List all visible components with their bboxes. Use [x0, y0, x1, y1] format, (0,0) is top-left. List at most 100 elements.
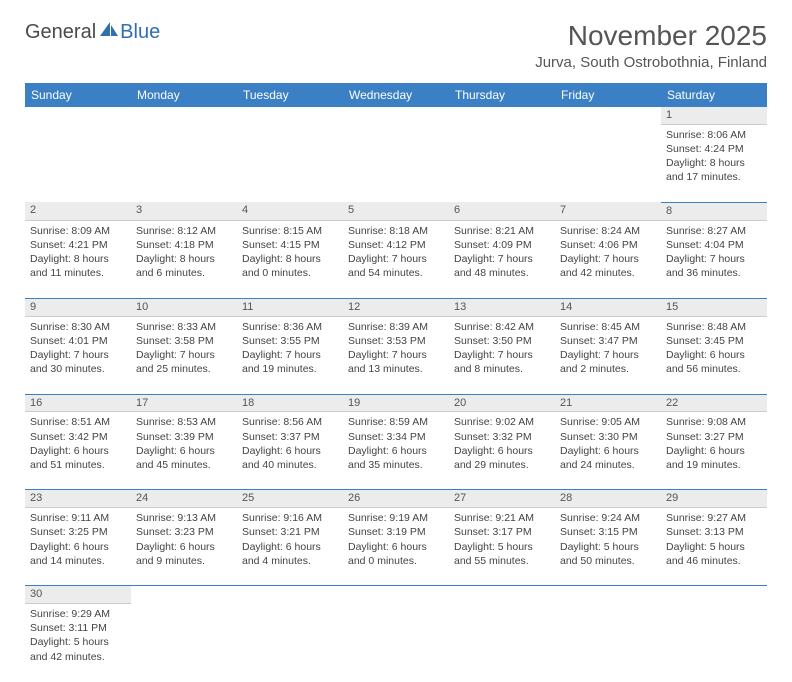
- daylight-line: Daylight: 5 hours and 42 minutes.: [30, 635, 126, 663]
- sunrise-line: Sunrise: 9:16 AM: [242, 511, 338, 525]
- day-number-cell: 25: [237, 490, 343, 508]
- sunrise-line: Sunrise: 9:24 AM: [560, 511, 656, 525]
- day-number-cell: 26: [343, 490, 449, 508]
- day-number-cell: [343, 586, 449, 604]
- day-number-cell: 12: [343, 298, 449, 316]
- day-content-cell: Sunrise: 9:11 AMSunset: 3:25 PMDaylight:…: [25, 508, 131, 586]
- day-content-cell: Sunrise: 9:08 AMSunset: 3:27 PMDaylight:…: [661, 412, 767, 490]
- daylight-line: Daylight: 6 hours and 14 minutes.: [30, 540, 126, 568]
- daylight-line: Daylight: 6 hours and 56 minutes.: [666, 348, 762, 376]
- sunset-line: Sunset: 3:30 PM: [560, 430, 656, 444]
- day-content-cell: Sunrise: 9:21 AMSunset: 3:17 PMDaylight:…: [449, 508, 555, 586]
- day-content-cell: [131, 604, 237, 682]
- day-number-cell: [131, 107, 237, 124]
- weekday-header: Wednesday: [343, 83, 449, 107]
- title-block: November 2025 Jurva, South Ostrobothnia,…: [535, 20, 767, 71]
- day-content-cell: Sunrise: 8:18 AMSunset: 4:12 PMDaylight:…: [343, 220, 449, 298]
- day-content-cell: Sunrise: 9:13 AMSunset: 3:23 PMDaylight:…: [131, 508, 237, 586]
- sunset-line: Sunset: 3:13 PM: [666, 525, 762, 539]
- content-row: Sunrise: 8:06 AMSunset: 4:24 PMDaylight:…: [25, 124, 767, 202]
- day-number-cell: 6: [449, 202, 555, 220]
- day-content-cell: [449, 124, 555, 202]
- day-content-cell: [237, 604, 343, 682]
- sunset-line: Sunset: 3:37 PM: [242, 430, 338, 444]
- calendar-table: Sunday Monday Tuesday Wednesday Thursday…: [25, 83, 767, 682]
- sunset-line: Sunset: 3:23 PM: [136, 525, 232, 539]
- day-number-cell: 22: [661, 394, 767, 412]
- sunset-line: Sunset: 3:15 PM: [560, 525, 656, 539]
- day-number-cell: 18: [237, 394, 343, 412]
- sunrise-line: Sunrise: 8:51 AM: [30, 415, 126, 429]
- day-content-cell: Sunrise: 8:33 AMSunset: 3:58 PMDaylight:…: [131, 316, 237, 394]
- day-number-cell: 27: [449, 490, 555, 508]
- sunrise-line: Sunrise: 8:59 AM: [348, 415, 444, 429]
- logo-text-blue: Blue: [120, 21, 160, 44]
- logo-text-general: General: [25, 21, 96, 44]
- content-row: Sunrise: 8:30 AMSunset: 4:01 PMDaylight:…: [25, 316, 767, 394]
- day-content-cell: Sunrise: 8:42 AMSunset: 3:50 PMDaylight:…: [449, 316, 555, 394]
- sunset-line: Sunset: 4:09 PM: [454, 238, 550, 252]
- day-number-cell: 19: [343, 394, 449, 412]
- daynum-row: 23242526272829: [25, 490, 767, 508]
- sunrise-line: Sunrise: 9:13 AM: [136, 511, 232, 525]
- day-content-cell: Sunrise: 9:05 AMSunset: 3:30 PMDaylight:…: [555, 412, 661, 490]
- day-number-cell: 29: [661, 490, 767, 508]
- day-number-cell: 13: [449, 298, 555, 316]
- day-number-cell: [237, 107, 343, 124]
- sunrise-line: Sunrise: 8:48 AM: [666, 320, 762, 334]
- daylight-line: Daylight: 6 hours and 35 minutes.: [348, 444, 444, 472]
- day-number-cell: 1: [661, 107, 767, 124]
- day-content-cell: [555, 124, 661, 202]
- daylight-line: Daylight: 6 hours and 0 minutes.: [348, 540, 444, 568]
- calendar-body: 1Sunrise: 8:06 AMSunset: 4:24 PMDaylight…: [25, 107, 767, 682]
- sunrise-line: Sunrise: 8:33 AM: [136, 320, 232, 334]
- daylight-line: Daylight: 7 hours and 30 minutes.: [30, 348, 126, 376]
- sunset-line: Sunset: 3:42 PM: [30, 430, 126, 444]
- daylight-line: Daylight: 5 hours and 46 minutes.: [666, 540, 762, 568]
- daylight-line: Daylight: 8 hours and 6 minutes.: [136, 252, 232, 280]
- sunset-line: Sunset: 3:11 PM: [30, 621, 126, 635]
- day-number-cell: [555, 107, 661, 124]
- day-content-cell: Sunrise: 8:53 AMSunset: 3:39 PMDaylight:…: [131, 412, 237, 490]
- day-content-cell: Sunrise: 8:24 AMSunset: 4:06 PMDaylight:…: [555, 220, 661, 298]
- sunrise-line: Sunrise: 8:27 AM: [666, 224, 762, 238]
- day-content-cell: Sunrise: 8:56 AMSunset: 3:37 PMDaylight:…: [237, 412, 343, 490]
- logo: General Blue: [25, 20, 160, 44]
- day-content-cell: [237, 124, 343, 202]
- sunrise-line: Sunrise: 9:08 AM: [666, 415, 762, 429]
- weekday-header: Tuesday: [237, 83, 343, 107]
- day-number-cell: [131, 586, 237, 604]
- month-title: November 2025: [535, 20, 767, 52]
- day-content-cell: Sunrise: 8:21 AMSunset: 4:09 PMDaylight:…: [449, 220, 555, 298]
- day-number-cell: [555, 586, 661, 604]
- day-number-cell: 24: [131, 490, 237, 508]
- sunset-line: Sunset: 3:55 PM: [242, 334, 338, 348]
- sunrise-line: Sunrise: 9:05 AM: [560, 415, 656, 429]
- sunrise-line: Sunrise: 9:29 AM: [30, 607, 126, 621]
- daylight-line: Daylight: 7 hours and 54 minutes.: [348, 252, 444, 280]
- location: Jurva, South Ostrobothnia, Finland: [535, 54, 767, 71]
- daylight-line: Daylight: 6 hours and 29 minutes.: [454, 444, 550, 472]
- sunset-line: Sunset: 3:27 PM: [666, 430, 762, 444]
- day-number-cell: 14: [555, 298, 661, 316]
- day-number-cell: 7: [555, 202, 661, 220]
- day-content-cell: Sunrise: 9:27 AMSunset: 3:13 PMDaylight:…: [661, 508, 767, 586]
- daylight-line: Daylight: 6 hours and 51 minutes.: [30, 444, 126, 472]
- sunrise-line: Sunrise: 9:11 AM: [30, 511, 126, 525]
- weekday-header: Sunday: [25, 83, 131, 107]
- day-content-cell: Sunrise: 8:51 AMSunset: 3:42 PMDaylight:…: [25, 412, 131, 490]
- sunrise-line: Sunrise: 8:30 AM: [30, 320, 126, 334]
- sunset-line: Sunset: 4:21 PM: [30, 238, 126, 252]
- content-row: Sunrise: 9:29 AMSunset: 3:11 PMDaylight:…: [25, 604, 767, 682]
- sunset-line: Sunset: 3:19 PM: [348, 525, 444, 539]
- daylight-line: Daylight: 5 hours and 50 minutes.: [560, 540, 656, 568]
- day-content-cell: Sunrise: 8:12 AMSunset: 4:18 PMDaylight:…: [131, 220, 237, 298]
- sunrise-line: Sunrise: 9:02 AM: [454, 415, 550, 429]
- daylight-line: Daylight: 7 hours and 19 minutes.: [242, 348, 338, 376]
- sunrise-line: Sunrise: 8:06 AM: [666, 128, 762, 142]
- weekday-header: Thursday: [449, 83, 555, 107]
- day-content-cell: [661, 604, 767, 682]
- daylight-line: Daylight: 7 hours and 25 minutes.: [136, 348, 232, 376]
- day-content-cell: [25, 124, 131, 202]
- daylight-line: Daylight: 7 hours and 8 minutes.: [454, 348, 550, 376]
